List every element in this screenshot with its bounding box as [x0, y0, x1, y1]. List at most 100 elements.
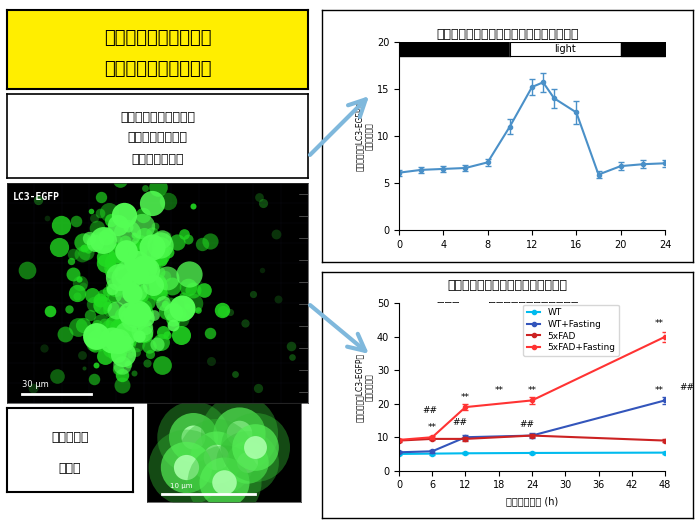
Text: light: light [554, 44, 576, 54]
Point [110, 340, 121, 349]
Point [108, 291, 120, 300]
Point [116, 262, 127, 270]
Point [130, 293, 141, 302]
Point [188, 433, 199, 441]
Point [176, 315, 187, 323]
Point [41, 214, 52, 222]
Point [38, 344, 50, 353]
Point [148, 280, 160, 288]
Point [125, 287, 136, 295]
Point [141, 266, 152, 274]
Point [94, 295, 105, 304]
Point [96, 318, 107, 326]
Point [247, 290, 258, 298]
Point [122, 359, 134, 368]
Point [132, 248, 144, 257]
Point [74, 278, 85, 287]
Point [249, 444, 260, 452]
Point [204, 328, 216, 337]
5xFAD [461, 436, 470, 442]
Point [63, 305, 74, 313]
Point [71, 291, 83, 300]
Legend: WT, WT+Fasting, 5xFAD, 5xFAD+Fasting: WT, WT+Fasting, 5xFAD, 5xFAD+Fasting [523, 304, 620, 356]
Point [120, 253, 132, 262]
WT [528, 450, 536, 456]
Point [183, 283, 194, 291]
Text: （正常 v.s. アルツハイマー病モデル）: （正常 v.s. アルツハイマー病モデル） [437, 301, 578, 314]
Point [241, 458, 253, 467]
Point [130, 339, 141, 347]
Point [80, 247, 92, 256]
Text: **: ** [494, 386, 503, 395]
Point [241, 458, 253, 467]
Point [174, 309, 185, 317]
Text: オートファジーの動態: オートファジーの動態 [104, 60, 211, 78]
Point [168, 321, 179, 329]
Point [102, 302, 113, 310]
Point [131, 242, 142, 250]
Point [194, 279, 205, 287]
Point [162, 231, 174, 240]
Point [106, 215, 117, 224]
Point [162, 197, 174, 205]
5xFAD [661, 437, 669, 444]
Text: オートファジーを: オートファジーを [127, 131, 188, 144]
Point [67, 250, 78, 258]
Point [148, 262, 160, 270]
Point [188, 286, 199, 294]
Point [146, 242, 158, 251]
Point [181, 302, 193, 310]
Line: 5xFAD+Fasting: 5xFAD+Fasting [397, 335, 667, 442]
Point [113, 331, 124, 339]
Point [172, 238, 183, 247]
Point [67, 270, 78, 279]
Point [60, 331, 71, 339]
Line: WT+Fasting: WT+Fasting [397, 399, 667, 454]
Line: WT: WT [397, 450, 667, 456]
Point [129, 230, 140, 238]
Point [88, 300, 99, 309]
Point [134, 240, 146, 248]
Point [106, 260, 117, 269]
Point [127, 290, 138, 299]
Point [153, 267, 164, 276]
Point [77, 281, 88, 290]
Y-axis label: 細胞あたりのLC3-EGFPの
シグナル強度: 細胞あたりのLC3-EGFPの シグナル強度 [355, 353, 374, 422]
Point [99, 352, 111, 360]
Point [160, 272, 171, 280]
Point [130, 240, 141, 248]
Point [188, 299, 199, 308]
Point [56, 221, 67, 229]
WT+Fasting [428, 448, 437, 454]
Point [132, 287, 143, 295]
Text: 生体内で可視化: 生体内で可視化 [132, 153, 183, 166]
Line: 5xFAD: 5xFAD [397, 434, 667, 442]
Point [118, 336, 129, 345]
Point [79, 363, 90, 372]
Point [205, 357, 216, 366]
5xFAD [428, 436, 437, 442]
Point [134, 332, 145, 340]
5xFAD+Fasting [428, 434, 437, 440]
Point [118, 290, 130, 299]
Point [54, 243, 65, 251]
Point [103, 322, 114, 330]
Point [160, 300, 171, 308]
Point [101, 264, 112, 272]
Point [100, 233, 111, 241]
Point [160, 293, 172, 301]
Point [123, 309, 134, 317]
Point [253, 193, 265, 201]
Text: ##: ## [679, 382, 694, 392]
Point [84, 311, 95, 320]
Point [176, 304, 188, 312]
WT+Fasting [528, 433, 536, 439]
Point [122, 229, 133, 237]
Point [139, 323, 150, 331]
Point [72, 323, 83, 331]
Point [70, 217, 81, 225]
Point [120, 237, 131, 245]
Point [106, 345, 117, 353]
Point [234, 428, 245, 437]
Point [79, 244, 90, 253]
